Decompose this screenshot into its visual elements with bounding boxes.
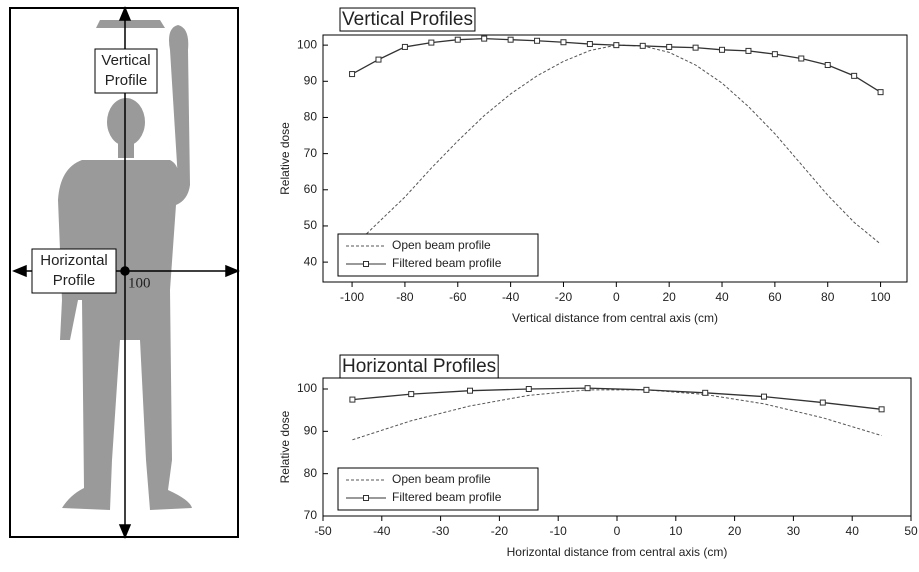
plot-frame xyxy=(322,34,908,283)
horizontal-label: Profile xyxy=(53,272,96,289)
y-axis-label: Relative dose xyxy=(278,410,292,483)
y-tick-label: 70 xyxy=(304,146,318,160)
point-marker xyxy=(454,36,461,43)
x-tick-label: -100 xyxy=(340,290,364,304)
center-value: 100 xyxy=(128,275,151,291)
point-marker xyxy=(878,406,885,413)
y-axis-label: Relative dose xyxy=(278,122,292,195)
point-marker xyxy=(481,35,488,42)
point-marker xyxy=(613,42,620,49)
x-tick-label: -80 xyxy=(396,290,414,304)
point-marker xyxy=(586,41,593,48)
x-axis-label: Vertical distance from central axis (cm) xyxy=(512,311,718,325)
arrows xyxy=(12,6,240,539)
chart-title: Vertical Profiles xyxy=(342,9,473,30)
point-marker xyxy=(349,396,356,403)
y-tick-label: 80 xyxy=(304,110,318,124)
y-tick-label: 90 xyxy=(304,73,318,87)
x-tick-label: 10 xyxy=(669,524,683,538)
legend-marker xyxy=(363,261,369,267)
point-marker xyxy=(584,385,591,392)
point-marker xyxy=(702,389,709,396)
point-marker xyxy=(877,89,884,96)
x-tick-label: 30 xyxy=(787,524,801,538)
legend-label: Open beam profile xyxy=(392,238,491,252)
chart-title: Horizontal Profiles xyxy=(342,356,496,377)
series-line xyxy=(352,387,882,410)
x-axis-label: Horizontal distance from central axis (c… xyxy=(507,545,728,559)
x-tick-label: 40 xyxy=(846,524,860,538)
x-tick-label: -40 xyxy=(373,524,391,538)
diagram: Vertical Profile Horizontal Profile 100 xyxy=(9,6,240,539)
point-marker xyxy=(819,399,826,406)
vertical-label: Vertical xyxy=(101,52,150,69)
legend-label: Open beam profile xyxy=(392,472,491,486)
x-tick-label: 60 xyxy=(768,290,782,304)
label-box xyxy=(31,248,117,294)
legend-label: Filtered beam profile xyxy=(392,490,502,504)
legend-marker xyxy=(363,495,369,501)
x-tick-label: -30 xyxy=(432,524,450,538)
x-tick-label: 80 xyxy=(821,290,835,304)
y-tick-label: 80 xyxy=(304,466,318,480)
point-marker xyxy=(666,43,673,50)
y-tick-label: 100 xyxy=(297,381,317,395)
x-tick-label: 100 xyxy=(871,290,891,304)
point-marker xyxy=(349,71,356,78)
legend-box xyxy=(337,233,539,277)
y-tick-label: 90 xyxy=(304,424,318,438)
y-tick-label: 100 xyxy=(297,37,317,51)
y-tick-label: 50 xyxy=(304,218,318,232)
y-tick-label: 40 xyxy=(304,254,318,268)
x-tick-label: -20 xyxy=(555,290,573,304)
x-tick-label: -40 xyxy=(502,290,520,304)
legend-label: Filtered beam profile xyxy=(392,256,502,270)
series-line xyxy=(352,389,882,441)
y-tick-label: 70 xyxy=(304,508,318,522)
point-marker xyxy=(761,393,767,400)
x-tick-label: -10 xyxy=(550,524,568,538)
point-marker xyxy=(401,43,408,50)
point-marker xyxy=(643,386,650,393)
point-marker xyxy=(798,55,805,62)
point-marker xyxy=(719,46,726,53)
point-marker xyxy=(560,39,567,46)
x-tick-label: -50 xyxy=(314,524,332,538)
x-tick-label: 0 xyxy=(613,290,620,304)
x-tick-label: -60 xyxy=(449,290,467,304)
x-tick-label: 0 xyxy=(614,524,621,538)
point-marker xyxy=(525,386,532,393)
point-marker xyxy=(534,37,541,44)
point-marker xyxy=(507,36,514,43)
x-tick-label: 50 xyxy=(904,524,918,538)
legend-box xyxy=(337,467,539,511)
point-marker xyxy=(745,47,752,54)
title-box xyxy=(339,7,476,32)
point-marker xyxy=(824,62,831,69)
point-marker xyxy=(639,42,646,49)
x-tick-label: -20 xyxy=(491,524,509,538)
x-tick-label: 20 xyxy=(662,290,676,304)
series-line xyxy=(351,44,881,249)
point-marker xyxy=(467,387,473,394)
vertical-label: Profile xyxy=(105,72,148,89)
point-marker xyxy=(771,51,778,58)
x-tick-label: 40 xyxy=(715,290,729,304)
point-marker xyxy=(428,39,435,46)
label-box xyxy=(94,48,158,94)
point-marker xyxy=(851,72,858,79)
point-marker xyxy=(692,44,699,51)
point-marker xyxy=(408,391,415,398)
x-tick-label: 20 xyxy=(728,524,742,538)
point-marker xyxy=(375,56,382,63)
horizontal-label: Horizontal xyxy=(40,252,108,269)
y-tick-label: 60 xyxy=(304,182,318,196)
